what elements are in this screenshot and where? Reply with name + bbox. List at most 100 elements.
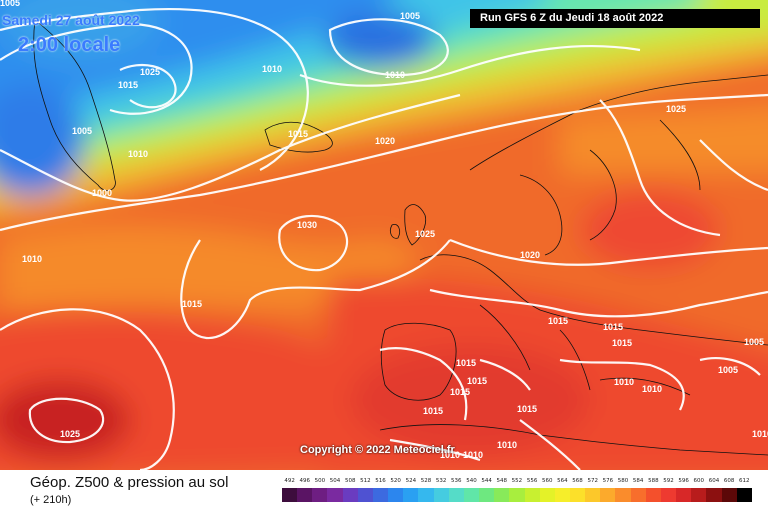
isobar-label: 1020 (375, 136, 395, 146)
forecast-offset: (+ 210h) (30, 494, 72, 506)
color-scale-label: 528 (420, 478, 432, 484)
color-scale-label: 532 (435, 478, 447, 484)
color-scale-label: 496 (299, 478, 310, 484)
isobar-label: 1010 (642, 384, 662, 394)
isobar-label: 1010 (440, 450, 460, 460)
color-scale-label: 600 (693, 478, 705, 484)
color-swatch (645, 488, 661, 502)
isobar-label: 1005 (400, 11, 420, 21)
color-scale-label: 564 (557, 478, 568, 484)
color-scale-label: 500 (314, 478, 326, 484)
copyright-text: Copyright © 2022 Meteociel.fr (300, 444, 455, 456)
isobar-label: 1005 (72, 126, 92, 136)
isobar-label: 1015 (603, 322, 623, 332)
color-scale-label: 508 (344, 478, 356, 484)
color-swatch (509, 488, 525, 502)
color-scale-labels: 492 496 500 504 508 512 516 520 524 528 532 536 540 5… (282, 478, 752, 488)
color-scale-label: 516 (375, 478, 386, 484)
color-scale-label: 492 (284, 478, 295, 484)
isobar-label: 1020 (520, 250, 540, 260)
isobar-label: 1015 (548, 316, 568, 326)
color-scale-label: 568 (572, 478, 583, 484)
isobar-label: 1015 (450, 387, 470, 397)
isobar-label: 1010 (262, 64, 282, 74)
color-scale-label: 596 (678, 478, 689, 484)
color-swatch (433, 488, 449, 502)
color-swatch (585, 488, 601, 502)
color-swatch (721, 488, 737, 502)
isobar-label: 1000 (92, 188, 112, 198)
color-swatch (676, 488, 692, 502)
color-swatch (357, 488, 373, 502)
isobar-label: 1005 (744, 337, 764, 347)
color-scale-label: 552 (511, 478, 523, 484)
isobar-labels: 1005 1025 1015 1010 1010 1005 1010 1000 … (0, 0, 768, 460)
color-scale-label: 612 (739, 478, 750, 484)
chart-title: Géop. Z500 & pression au sol (30, 474, 229, 491)
color-scale (282, 488, 752, 502)
isobar-label: 1015 (118, 80, 138, 90)
run-info-banner: Run GFS 6 Z du Jeudi 18 août 2022 (470, 9, 760, 28)
color-scale-label: 556 (526, 478, 538, 484)
isobar-label: 1010 (22, 254, 42, 264)
isobar-label: 1015 (456, 358, 476, 368)
color-swatch (479, 488, 495, 502)
isobar-label: 1015 (288, 129, 308, 139)
isobar-label: 1015 (423, 406, 443, 416)
color-scale-label: 572 (587, 478, 598, 484)
forecast-date: Samedi 27 août 2022 (2, 12, 140, 28)
color-swatch (372, 488, 389, 502)
isobar-label: 1010 (752, 429, 768, 439)
color-scale-label: 592 (663, 478, 674, 484)
isobar-label: 1010 (614, 377, 634, 387)
color-swatch (630, 488, 646, 502)
color-scale-label: 560 (541, 478, 553, 484)
isobar-label: 1025 (60, 429, 80, 439)
color-swatch (327, 488, 343, 502)
color-swatch (312, 488, 328, 502)
color-swatch (554, 488, 570, 502)
color-swatch (691, 488, 707, 502)
isobar-label: 1010 (385, 70, 405, 80)
color-scale-label: 608 (723, 478, 735, 484)
isobar-lines (0, 7, 768, 470)
color-scale-label: 512 (360, 478, 371, 484)
color-swatch (706, 488, 722, 502)
isobar-label: 1025 (140, 67, 160, 77)
isobar-label: 1015 (517, 404, 537, 414)
isobar-label: 1010 (463, 450, 483, 460)
color-scale-label: 536 (451, 478, 462, 484)
isobar-label: 1015 (467, 376, 487, 386)
color-swatch (524, 488, 540, 502)
color-swatch (418, 488, 434, 502)
color-swatch (297, 488, 313, 502)
color-swatch (388, 488, 404, 502)
isobar-label: 1025 (666, 104, 686, 114)
color-scale-label: 544 (481, 478, 492, 484)
forecast-time: 2:00 locale (18, 34, 121, 56)
isobar-label: 1025 (415, 229, 435, 239)
color-scale-label: 540 (466, 478, 477, 484)
isobar-label: 1010 (497, 440, 517, 450)
color-swatch (539, 488, 555, 502)
color-scale-label: 580 (617, 478, 629, 484)
isobar-label: 1005 (0, 0, 20, 8)
forecast-map: 1005 1025 1015 1010 1010 1005 1010 1000 … (0, 0, 768, 470)
color-swatch (463, 488, 480, 502)
color-swatch (736, 488, 752, 502)
isobar-label: 1015 (182, 299, 202, 309)
color-swatch (448, 488, 464, 502)
color-scale-label: 520 (390, 478, 401, 484)
color-swatch (342, 488, 358, 502)
isobar-label: 1010 (128, 149, 148, 159)
color-swatch (282, 488, 298, 502)
isobar-label: 1005 (718, 365, 738, 375)
color-scale-label: 576 (602, 478, 614, 484)
color-scale-label: 584 (632, 478, 644, 484)
color-scale-label: 604 (708, 478, 720, 484)
color-swatch (615, 488, 631, 502)
geopotential-field (0, 0, 768, 470)
color-scale-label: 504 (329, 478, 341, 484)
color-scale-label: 548 (496, 478, 508, 484)
